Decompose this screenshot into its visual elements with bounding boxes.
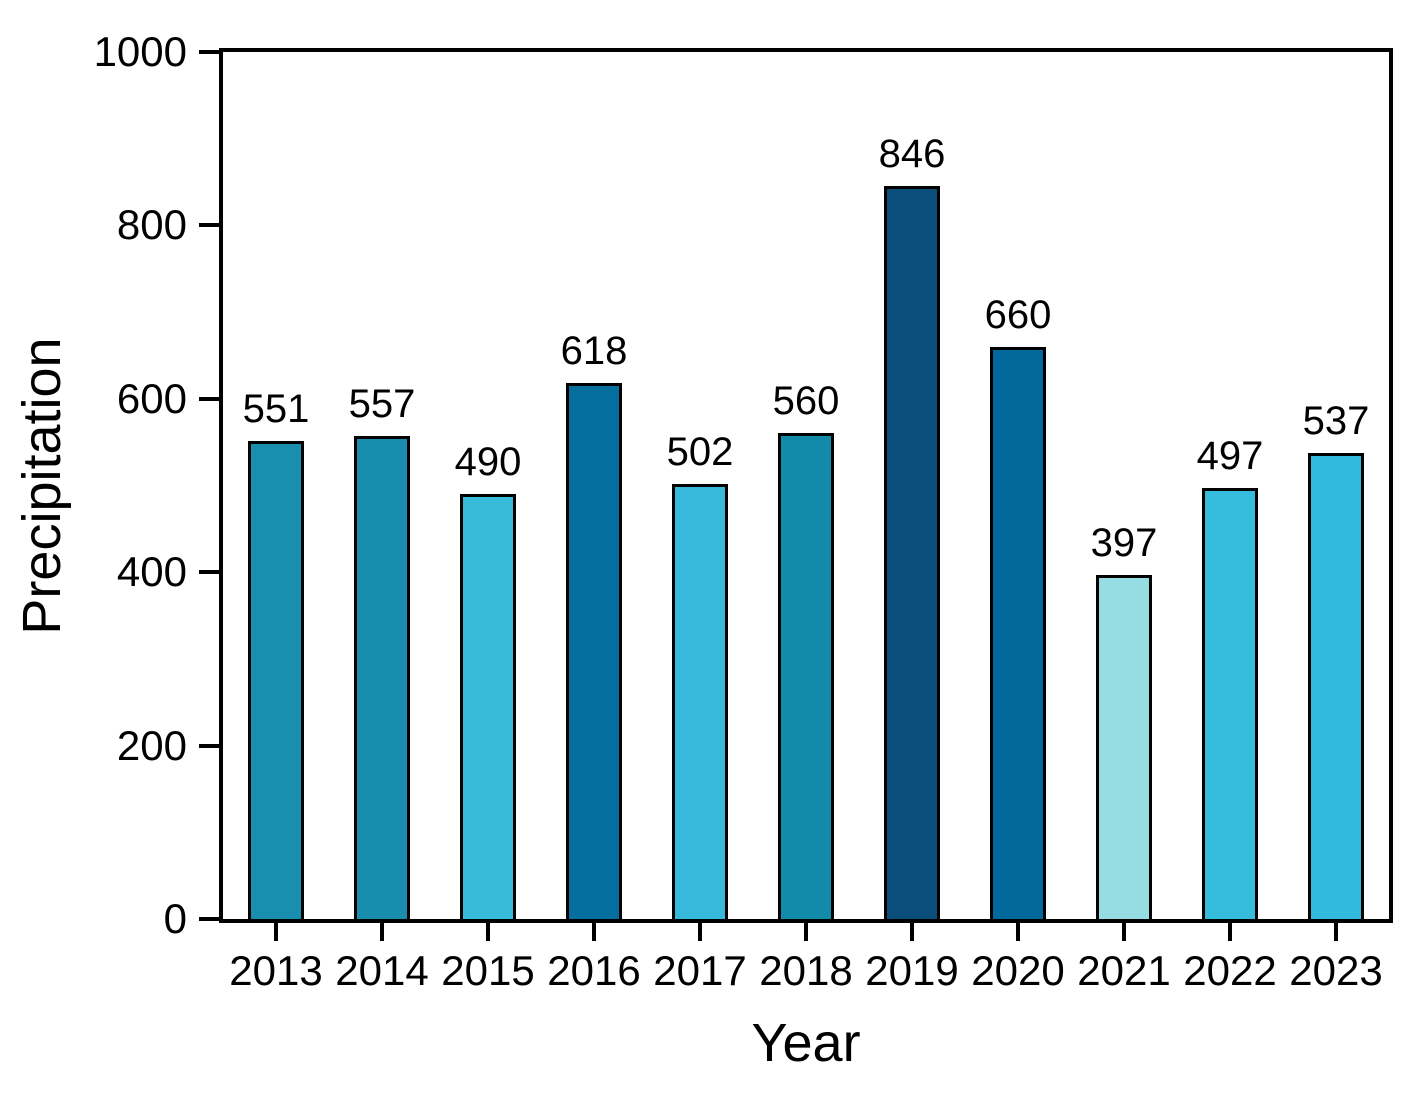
bar-2015 <box>460 494 516 919</box>
bar-2023 <box>1308 453 1364 919</box>
bar-value-label-2016: 618 <box>560 329 628 373</box>
x-tick-label-2018: 2018 <box>759 947 853 994</box>
x-tick-2022 <box>1228 923 1232 941</box>
bar-2018 <box>778 433 834 919</box>
x-tick-2019 <box>910 923 914 941</box>
y-tick-1000 <box>199 50 219 54</box>
x-tick-2016 <box>592 923 596 941</box>
x-tick-2023 <box>1334 923 1338 941</box>
y-tick-label-600: 600 <box>116 375 187 422</box>
bar-2022 <box>1202 488 1258 919</box>
bar-2020 <box>990 347 1046 919</box>
x-tick-label-2022: 2022 <box>1183 947 1277 994</box>
x-tick-label-2015: 2015 <box>441 947 535 994</box>
y-tick-label-800: 800 <box>116 201 187 248</box>
plot-area: 551 557 490 618 502 560 846 660 397 497 537 <box>219 48 1393 923</box>
x-tick-2013 <box>274 923 278 941</box>
x-tick-label-2014: 2014 <box>335 947 429 994</box>
x-axis-title: Year <box>751 1013 861 1073</box>
bar-2019 <box>884 186 940 919</box>
x-tick-label-2017: 2017 <box>653 947 747 994</box>
bar-value-label-2014: 557 <box>348 382 416 426</box>
bar-value-label-2013: 551 <box>242 387 310 431</box>
x-tick-2018 <box>804 923 808 941</box>
x-tick-label-2023: 2023 <box>1289 947 1383 994</box>
x-tick-label-2019: 2019 <box>865 947 959 994</box>
x-tick-2017 <box>698 923 702 941</box>
y-tick-label-0: 0 <box>163 895 187 942</box>
bar-value-label-2021: 397 <box>1090 521 1158 565</box>
y-tick-400 <box>199 570 219 574</box>
bar-value-label-2022: 497 <box>1196 434 1264 478</box>
bar-value-label-2018: 560 <box>772 379 840 423</box>
y-tick-label-200: 200 <box>116 722 187 769</box>
y-tick-800 <box>199 223 219 227</box>
y-tick-label-1000: 1000 <box>93 28 187 75</box>
bar-value-label-2023: 537 <box>1302 399 1370 443</box>
x-tick-label-2016: 2016 <box>547 947 641 994</box>
x-tick-label-2020: 2020 <box>971 947 1065 994</box>
bar-2016 <box>566 383 622 919</box>
bar-2017 <box>672 484 728 919</box>
bar-2014 <box>354 436 410 919</box>
bar-value-label-2019: 846 <box>878 132 946 176</box>
bar-value-label-2020: 660 <box>984 293 1052 337</box>
x-tick-2014 <box>380 923 384 941</box>
x-tick-2021 <box>1122 923 1126 941</box>
bar-2021 <box>1096 575 1152 919</box>
x-tick-2015 <box>486 923 490 941</box>
y-tick-200 <box>199 744 219 748</box>
bar-2013 <box>248 441 304 919</box>
y-tick-label-400: 400 <box>116 548 187 595</box>
x-tick-label-2021: 2021 <box>1077 947 1171 994</box>
bar-value-label-2015: 490 <box>454 440 522 484</box>
y-tick-0 <box>199 917 219 921</box>
bar-value-label-2017: 502 <box>666 430 734 474</box>
x-tick-2020 <box>1016 923 1020 941</box>
x-tick-label-2013: 2013 <box>229 947 323 994</box>
y-tick-600 <box>199 397 219 401</box>
